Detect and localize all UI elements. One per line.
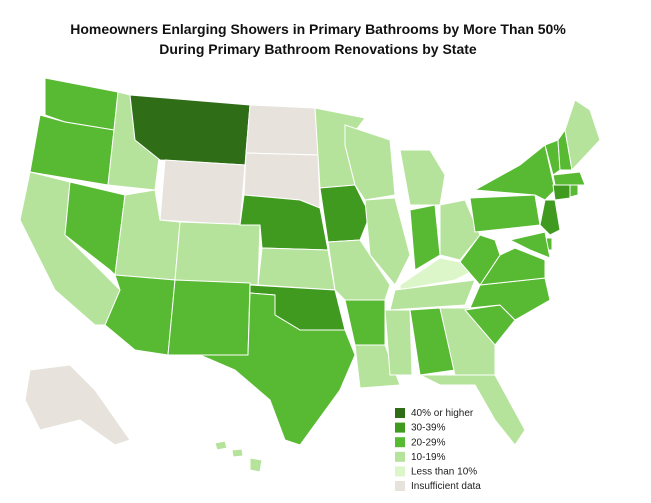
state xyxy=(409,204,441,271)
legend-label: 30-39% xyxy=(411,423,446,434)
title-line: During Primary Bathroom Renovations by S… xyxy=(159,41,477,57)
legend-swatch xyxy=(395,481,405,491)
state xyxy=(539,199,561,236)
state xyxy=(364,197,411,286)
state xyxy=(459,234,501,286)
state xyxy=(552,171,586,186)
state xyxy=(508,231,551,259)
state xyxy=(159,159,246,226)
state xyxy=(245,104,319,156)
state xyxy=(319,184,371,243)
state xyxy=(564,99,601,172)
state xyxy=(469,194,541,233)
state xyxy=(167,279,251,356)
state xyxy=(199,292,356,446)
state xyxy=(24,364,131,446)
state xyxy=(569,184,579,198)
state xyxy=(473,144,556,201)
state xyxy=(214,440,228,451)
legend-swatch xyxy=(395,408,405,418)
legend-label: 20-29% xyxy=(411,437,446,448)
legend-label: 10-19% xyxy=(411,452,446,463)
legend-swatch xyxy=(395,451,405,462)
legend: 40% or higher 30-39% 20-29% 10-19% Less than… xyxy=(395,408,481,492)
state xyxy=(439,199,481,261)
legend-label: 40% or higher xyxy=(411,408,474,419)
state xyxy=(174,221,261,286)
state xyxy=(231,448,244,458)
legend-label: Insufficient data xyxy=(411,481,481,492)
state xyxy=(552,184,571,201)
state xyxy=(344,299,386,346)
legend-swatch xyxy=(395,437,405,448)
state xyxy=(384,309,413,376)
legend-swatch xyxy=(395,466,405,477)
legend-swatch xyxy=(395,422,405,433)
state xyxy=(249,457,263,473)
legend-label: Less than 10% xyxy=(411,467,477,478)
title-line: Homeowners Enlarging Showers in Primary … xyxy=(70,21,566,37)
state xyxy=(399,149,446,206)
state xyxy=(389,279,476,311)
states xyxy=(19,77,601,473)
state xyxy=(419,374,526,446)
state xyxy=(257,247,336,291)
state xyxy=(64,181,126,277)
